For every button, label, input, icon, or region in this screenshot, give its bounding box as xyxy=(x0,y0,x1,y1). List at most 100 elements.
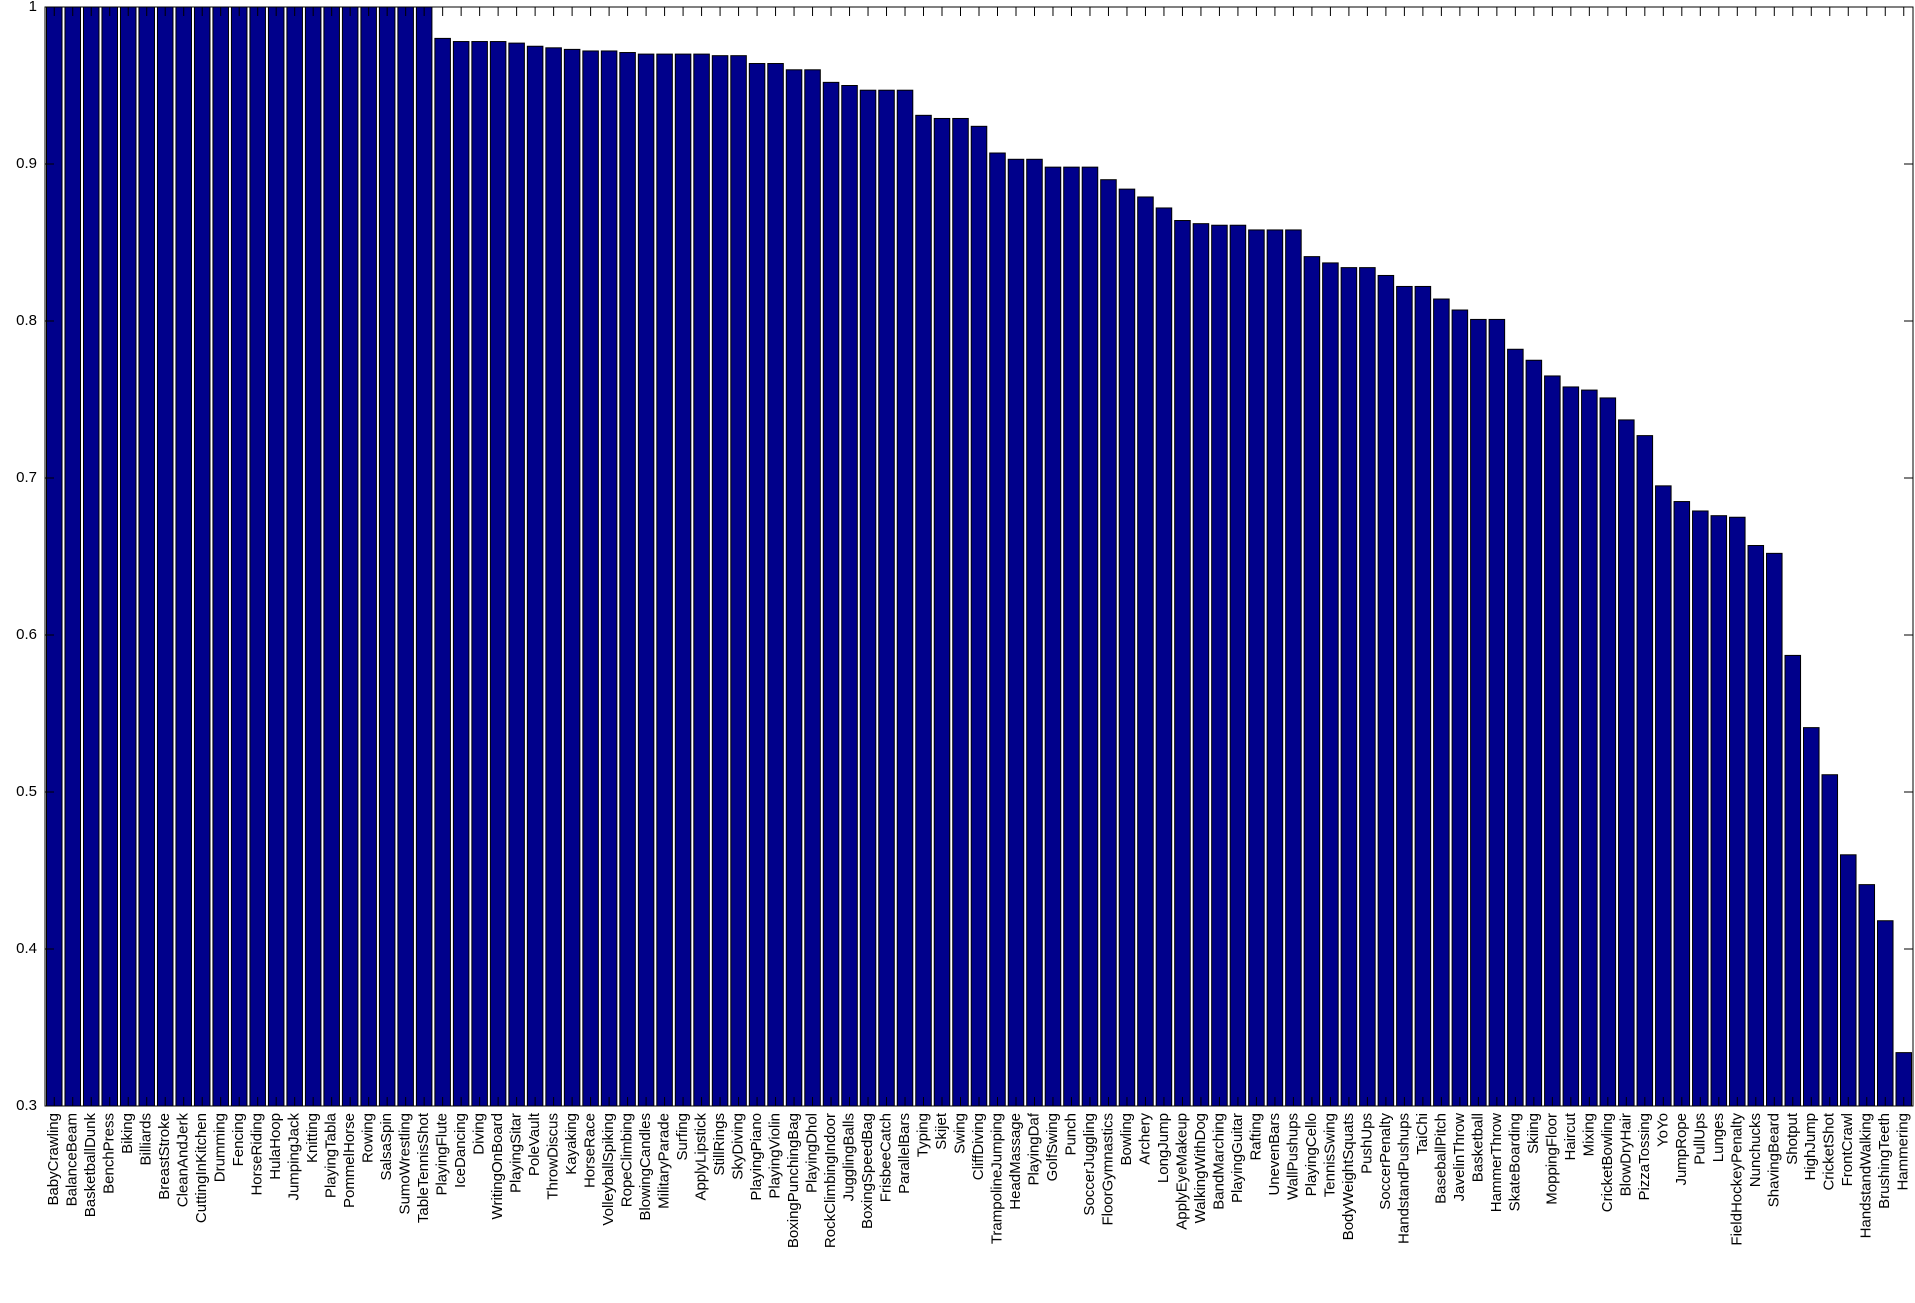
bar xyxy=(656,53,673,1107)
bar xyxy=(452,41,470,1107)
x-tick-label: HighJump xyxy=(1802,1113,1819,1181)
bar xyxy=(193,6,211,1107)
x-tick-label: BoxingPunchingBag xyxy=(785,1113,802,1248)
bar xyxy=(1118,188,1136,1107)
bar xyxy=(1821,774,1839,1107)
x-tick-label: IceDancing xyxy=(452,1113,469,1188)
bar xyxy=(64,6,82,1107)
bar xyxy=(1544,375,1561,1107)
x-tick-label: PullUps xyxy=(1691,1113,1708,1165)
x-tick-label: BlowingCandles xyxy=(637,1113,654,1221)
x-tick-label: ParallelBars xyxy=(896,1113,913,1194)
x-tick-label: SoccerJuggling xyxy=(1081,1113,1098,1216)
x-tick-label: PlayingDaf xyxy=(1025,1112,1042,1185)
x-tick-label: BoxingSpeedBag xyxy=(859,1113,876,1229)
bar xyxy=(878,89,895,1107)
bar xyxy=(637,53,655,1107)
bar xyxy=(822,81,840,1107)
bar xyxy=(1673,501,1691,1107)
bar xyxy=(785,69,803,1107)
bar xyxy=(859,89,877,1107)
bar xyxy=(119,6,137,1107)
bar xyxy=(1266,229,1284,1107)
bar xyxy=(1784,654,1802,1107)
plot-frame xyxy=(44,6,1914,1107)
bar xyxy=(341,6,359,1107)
bar xyxy=(1562,386,1580,1107)
x-tick-label: MoppingFloor xyxy=(1543,1113,1560,1205)
bar xyxy=(1322,262,1339,1107)
bar xyxy=(1636,435,1654,1107)
bar xyxy=(730,55,747,1107)
bar xyxy=(1433,298,1450,1107)
x-tick-label: FrisbeeCatch xyxy=(877,1113,894,1202)
x-tick-label: HandstandPushups xyxy=(1395,1113,1412,1244)
x-tick-label: JugglingBalls xyxy=(841,1113,858,1201)
x-tick-label: TrampolineJumping xyxy=(988,1113,1005,1244)
x-tick-label: HulaHoop xyxy=(267,1113,284,1180)
x-tick-label: PlayingSitar xyxy=(508,1113,525,1193)
bar xyxy=(970,125,988,1107)
bar xyxy=(1525,359,1543,1107)
bar xyxy=(952,117,969,1107)
x-tick-label: PlayingPiano xyxy=(748,1113,765,1201)
bar xyxy=(526,45,544,1107)
bar xyxy=(1026,158,1043,1107)
bar xyxy=(1359,267,1376,1107)
x-tick-label: Knitting xyxy=(304,1113,321,1163)
bar xyxy=(360,6,377,1107)
bar xyxy=(304,6,322,1107)
bar xyxy=(1137,196,1154,1107)
bar xyxy=(767,63,784,1107)
bar xyxy=(45,6,63,1107)
bar xyxy=(748,63,766,1107)
x-tick-label: ThrowDiscus xyxy=(545,1113,562,1200)
bar xyxy=(1174,220,1191,1107)
x-tick-label: StillRings xyxy=(711,1113,728,1176)
bar xyxy=(415,6,433,1107)
x-tick-label: PlayingCello xyxy=(1303,1113,1320,1196)
bar xyxy=(1303,256,1321,1107)
bar xyxy=(933,117,951,1107)
bar xyxy=(600,50,618,1107)
bar xyxy=(1081,166,1099,1107)
y-tick-label: 0.4 xyxy=(16,940,37,957)
bar xyxy=(175,6,192,1107)
x-tick-label: PlayingDhol xyxy=(804,1113,821,1193)
x-tick-label: BandMarching xyxy=(1210,1113,1227,1210)
bar xyxy=(841,85,858,1107)
x-tick-label: ApplyLipstick xyxy=(693,1113,710,1201)
bar xyxy=(249,6,266,1107)
bar xyxy=(1340,267,1358,1107)
x-tick-label: Nunchucks xyxy=(1747,1113,1764,1187)
bar xyxy=(619,52,636,1107)
x-tick-label: PlayingFlute xyxy=(434,1113,451,1196)
bar xyxy=(434,37,451,1107)
bar xyxy=(471,41,488,1107)
x-tick-label: Haircut xyxy=(1562,1112,1579,1160)
bar xyxy=(82,6,100,1107)
y-tick-label: 0.6 xyxy=(16,626,37,643)
bar xyxy=(1155,207,1173,1107)
y-tick-label: 0.9 xyxy=(16,155,37,172)
x-tick-label: CliffDiving xyxy=(970,1113,987,1180)
x-tick-label: FrontCrawl xyxy=(1839,1113,1856,1186)
bar xyxy=(1747,545,1765,1107)
x-tick-label: VolleyballSpiking xyxy=(600,1113,617,1226)
x-tick-label: SoccerPenalty xyxy=(1377,1113,1394,1210)
bar xyxy=(378,6,396,1107)
x-tick-label: Bowling xyxy=(1118,1113,1135,1166)
bar xyxy=(1007,158,1025,1107)
y-tick-label: 0.7 xyxy=(16,469,37,486)
x-tick-label: Punch xyxy=(1062,1113,1079,1156)
x-tick-label: TaiChi xyxy=(1414,1113,1431,1155)
x-tick-label: Skiing xyxy=(1525,1113,1542,1154)
x-tick-label: YoYo xyxy=(1654,1113,1671,1147)
bar xyxy=(1377,274,1395,1107)
bar xyxy=(989,152,1006,1107)
x-tick-label: Shotput xyxy=(1784,1112,1801,1165)
x-tick-label: Kayaking xyxy=(563,1113,580,1175)
x-tick-label: WritingOnBoard xyxy=(489,1113,506,1219)
